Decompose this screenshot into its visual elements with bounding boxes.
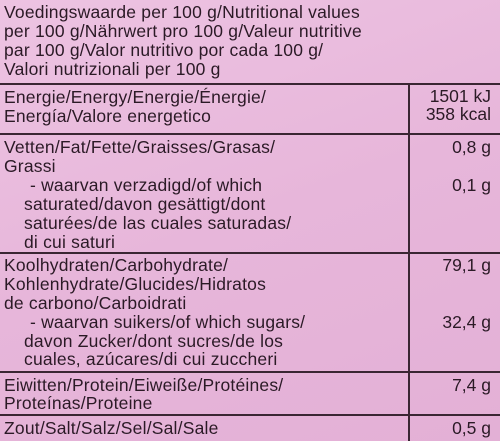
column-divider — [408, 83, 410, 441]
row-value: 0,5 g — [452, 418, 491, 438]
row-value: 1501 kJ — [429, 86, 491, 106]
header-line: par 100 g/Valor nutritivo por cada 100 g… — [4, 40, 324, 60]
row-value: 32,4 g — [442, 312, 491, 332]
row-value: 0,1 g — [452, 175, 491, 195]
row-label: Energía/Valore energetico — [4, 106, 212, 126]
row-label: - waarvan suikers/of which sugars/ — [30, 312, 306, 332]
row-value: 0,8 g — [452, 137, 491, 157]
row-label: saturées/de las cuales saturadas/ — [24, 213, 292, 233]
header-line: per 100 g/Nährwert pro 100 g/Valeur nutr… — [4, 21, 362, 41]
row-label: de carbono/Carboidrati — [4, 293, 187, 313]
row-label: Kohlenhydrate/Glucides/Hidratos — [4, 274, 267, 294]
row-label: Proteínas/Proteine — [4, 393, 153, 413]
row-label: Grassi — [4, 156, 56, 176]
row-label: cuales, azúcares/di cui zuccheri — [24, 349, 278, 369]
row-value: 7,4 g — [452, 375, 491, 395]
row-label: saturated/davon gesättigt/dont — [24, 194, 266, 214]
row-divider — [0, 83, 500, 85]
row-divider — [0, 252, 500, 254]
row-divider — [0, 371, 500, 373]
row-label: Energie/Energy/Energie/Énergie/ — [4, 87, 267, 107]
header-line: Valori nutrizionali per 100 g — [4, 59, 221, 79]
row-divider — [0, 414, 500, 416]
row-divider — [0, 133, 500, 135]
row-value: 358 kcal — [425, 104, 491, 124]
row-label: - waarvan verzadigd/of which — [30, 175, 263, 195]
row-value: 79,1 g — [442, 255, 491, 275]
row-label: Koolhydraten/Carbohydrate/ — [4, 255, 229, 275]
header-line: Voedingswaarde per 100 g/Nutritional val… — [4, 2, 360, 22]
row-label: Eiwitten/Protein/Eiweiße/Protéines/ — [4, 375, 284, 395]
row-label: Vetten/Fat/Fette/Graisses/Grasas/ — [4, 137, 276, 157]
row-label: davon Zucker/dont sucres/de los — [24, 331, 284, 351]
row-label: di cui saturi — [24, 232, 116, 252]
row-label: Zout/Salt/Salz/Sel/Sal/Sale — [4, 418, 219, 438]
